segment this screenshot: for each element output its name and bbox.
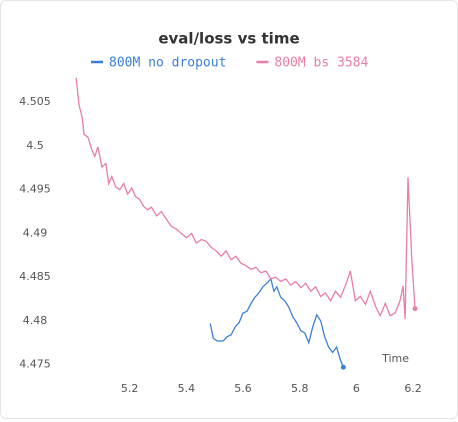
x-tick-label: 6.2 <box>404 382 422 395</box>
chart-title: eval/loss vs time <box>158 30 299 48</box>
legend-label: 800M bs 3584 <box>274 56 368 71</box>
y-tick-label: 4.49 <box>23 226 48 239</box>
x-tick-label: 5.2 <box>121 382 139 395</box>
end-point <box>412 306 418 312</box>
x-tick-label: 5.4 <box>178 382 196 395</box>
x-tick-label: 5.8 <box>291 382 309 395</box>
end-point <box>340 364 346 370</box>
line <box>209 277 345 368</box>
line <box>75 77 416 320</box>
x-axis-label: Time <box>381 352 409 365</box>
legend-label: 800M no dropout <box>109 56 226 71</box>
y-tick-label: 4.5 <box>26 139 44 152</box>
y-tick-label: 4.475 <box>19 358 51 371</box>
y-tick-label: 4.48 <box>23 314 48 327</box>
x-tick-label: 5.6 <box>234 382 252 395</box>
y-tick-label: 4.505 <box>19 95 51 108</box>
y-tick-label: 4.485 <box>19 270 51 283</box>
y-tick-label: 4.495 <box>19 183 51 196</box>
x-tick-label: 6 <box>353 382 360 395</box>
